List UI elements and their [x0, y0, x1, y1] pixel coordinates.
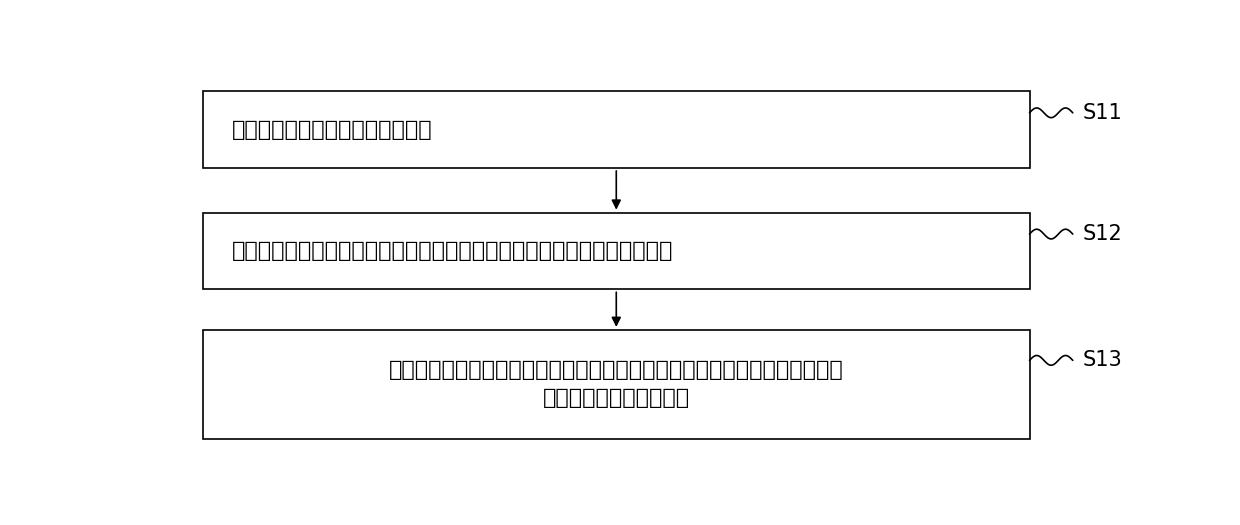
Text: S11: S11 [1083, 103, 1122, 123]
Bar [203, 213, 1029, 289]
Bar [203, 91, 1029, 168]
Text: S12: S12 [1083, 224, 1122, 244]
Text: S13: S13 [1083, 350, 1122, 370]
Text: 获取多个车辆发送的行驶数据信息: 获取多个车辆发送的行驶数据信息 [232, 120, 433, 140]
Text: 根据所述路段上所有车辆的行驶数据信息联合分析得到所述路段上目标车道有
车辆变道驶入的概率信息: 根据所述路段上所有车辆的行驶数据信息联合分析得到所述路段上目标车道有 车辆变道驶… [389, 360, 843, 408]
Text: 根据每一所述车辆的行驶数据信息确定同一路段上每一车辆当前行驶的车道: 根据每一所述车辆的行驶数据信息确定同一路段上每一车辆当前行驶的车道 [232, 241, 673, 261]
Bar [203, 330, 1029, 439]
